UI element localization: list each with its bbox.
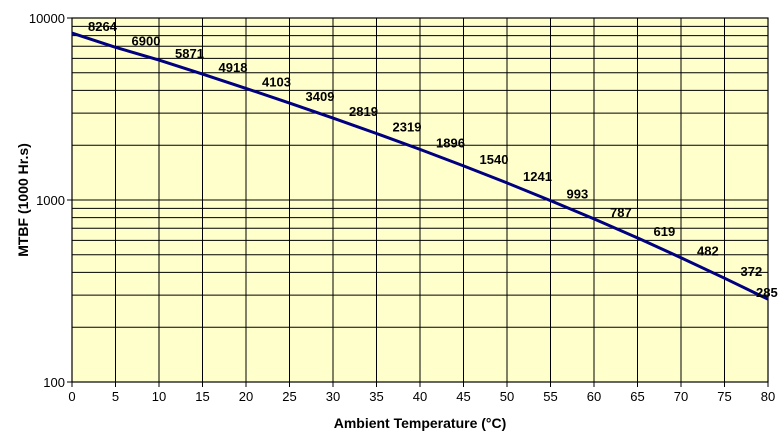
data-label: 285	[756, 285, 778, 300]
data-label: 8264	[88, 19, 118, 34]
y-tick-label: 10000	[29, 11, 65, 26]
data-label: 787	[610, 205, 632, 220]
y-tick-label: 1000	[36, 193, 65, 208]
x-tick-label: 30	[326, 389, 340, 404]
y-tick-label: 100	[43, 375, 65, 390]
x-tick-label: 35	[369, 389, 383, 404]
data-label: 4103	[262, 74, 291, 89]
data-label: 619	[654, 224, 676, 239]
data-label: 993	[567, 187, 589, 202]
x-tick-label: 70	[674, 389, 688, 404]
x-axis-title: Ambient Temperature (°C)	[334, 415, 507, 431]
grid-lines	[72, 18, 768, 382]
x-tick-label: 65	[630, 389, 644, 404]
data-label: 1540	[480, 152, 509, 167]
x-tick-label: 0	[68, 389, 75, 404]
data-label: 1241	[523, 169, 552, 184]
x-tick-label: 45	[456, 389, 470, 404]
data-label: 372	[741, 264, 763, 279]
x-tick-label: 75	[717, 389, 731, 404]
x-tick-label: 20	[239, 389, 253, 404]
data-label: 6900	[132, 33, 161, 48]
x-tick-label: 40	[413, 389, 427, 404]
data-label: 4918	[219, 60, 248, 75]
data-label: 3409	[306, 89, 335, 104]
data-label: 1896	[436, 135, 465, 150]
x-tick-label: 50	[500, 389, 514, 404]
x-tick-label: 60	[587, 389, 601, 404]
data-label: 5871	[175, 46, 204, 61]
x-tick-label: 80	[761, 389, 775, 404]
data-label: 2319	[393, 120, 422, 135]
x-tick-label: 15	[195, 389, 209, 404]
y-axis-title: MTBF (1000 Hr.s)	[15, 143, 31, 257]
data-label: 482	[697, 244, 719, 259]
y-tick-labels: 100 1000 10000	[29, 11, 72, 390]
x-tick-labels: 0 5 10 15 20 25 30 35 40 45 50 55 60 65 70 75 80	[68, 382, 775, 404]
data-label: 2819	[349, 104, 378, 119]
x-tick-label: 55	[543, 389, 557, 404]
x-tick-label: 25	[282, 389, 296, 404]
x-tick-label: 5	[112, 389, 119, 404]
x-tick-label: 10	[152, 389, 166, 404]
